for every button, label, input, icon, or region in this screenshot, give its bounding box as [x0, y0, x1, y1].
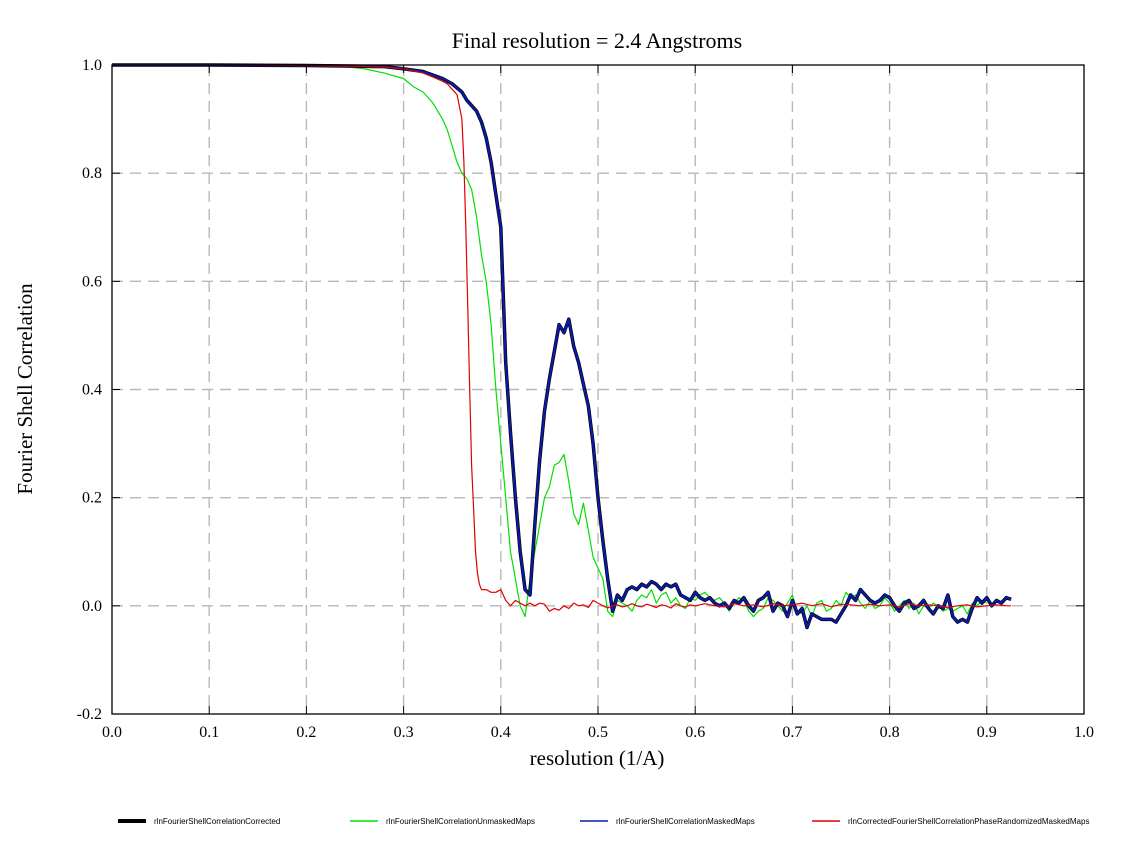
x-tick-label: 1.0	[1074, 724, 1094, 741]
x-tick-label: 0.2	[296, 724, 316, 741]
x-tick-label: 0.6	[685, 724, 705, 741]
x-tick-label: 0.7	[782, 724, 802, 741]
x-tick-label: 0.4	[491, 724, 511, 741]
x-tick-label: 0.0	[102, 724, 122, 741]
x-tick-label: 0.3	[394, 724, 414, 741]
series-layer	[112, 63, 1012, 630]
legend-label-fourier-shell-correlation-corrected: rlnFourierShellCorrelationCorrected	[154, 817, 280, 826]
x-tick-label: 0.8	[880, 724, 900, 741]
legend-label-corrected-fourier-shell-correlation-phase-randomized-masked-maps: rlnCorrectedFourierShellCorrelationPhase…	[848, 817, 1089, 826]
series-line-fourier-shell-correlation-masked-maps	[112, 63, 1012, 629]
chart-title: Final resolution = 2.4 Angstroms	[452, 28, 742, 53]
series-line-corrected-fourier-shell-correlation-phase-randomized-masked-maps	[112, 64, 1012, 612]
y-tick-label: -0.2	[77, 706, 102, 723]
y-tick-label: 0.4	[82, 382, 102, 399]
y-tick-label: 0.8	[82, 165, 102, 182]
legend-label-fourier-shell-correlation-masked-maps: rlnFourierShellCorrelationMaskedMaps	[616, 817, 755, 826]
y-tick-label: 0.2	[82, 490, 102, 507]
x-axis-label: resolution (1/A)	[530, 746, 665, 770]
y-tick-label: 0.0	[82, 598, 102, 615]
y-axis-ticks: -0.2 0.0 0.2 0.4 0.6 0.8 1.0	[77, 57, 1084, 723]
legend: rlnFourierShellCorrelationCorrected rlnFo…	[118, 817, 1089, 826]
y-tick-label: 0.6	[82, 273, 102, 290]
legend-label-fourier-shell-correlation-unmasked-maps: rlnFourierShellCorrelationUnmaskedMaps	[386, 817, 535, 826]
x-axis-ticks: 0.0 0.1 0.2 0.3 0.4 0.5 0.6 0.7 0.8 0.9 1.0	[102, 65, 1094, 741]
y-axis-label: Fourier Shell Correlation	[13, 283, 37, 495]
x-tick-label: 0.1	[199, 724, 219, 741]
y-tick-label: 1.0	[82, 57, 102, 74]
grid-lines	[112, 65, 1084, 714]
x-tick-label: 0.9	[977, 724, 997, 741]
x-tick-label: 0.5	[588, 724, 608, 741]
